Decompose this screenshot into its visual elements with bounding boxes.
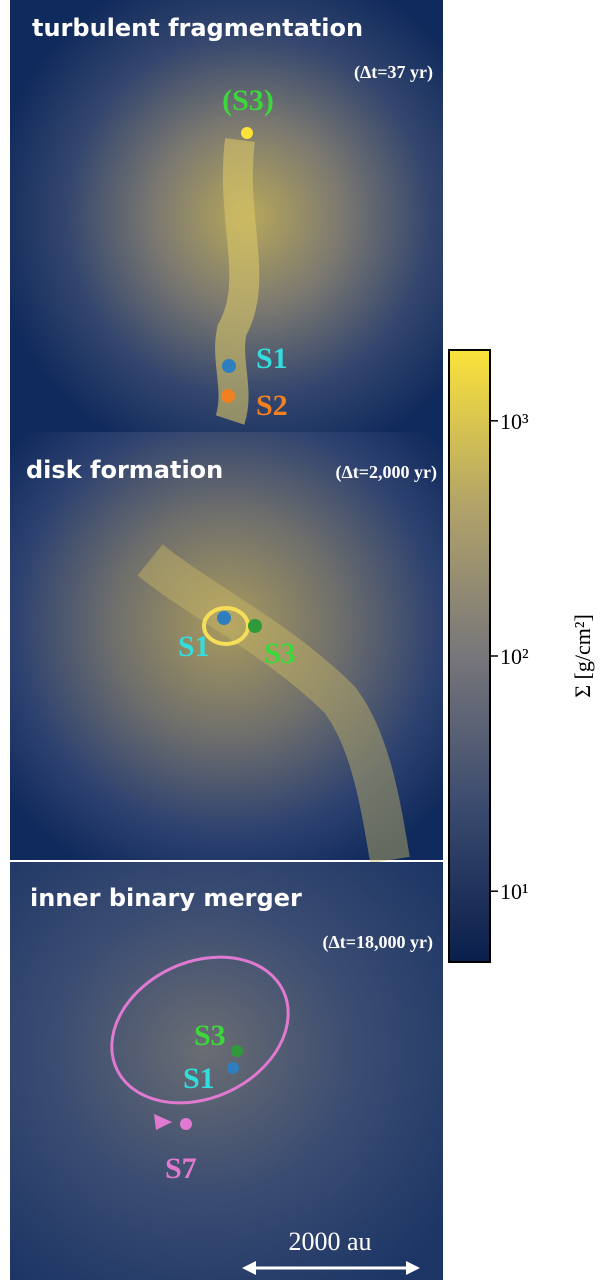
sink [248, 619, 262, 633]
time-label: (Δt=18,000 yr) [322, 932, 433, 953]
sink-label: S3 [194, 1019, 226, 1052]
panel-image [10, 432, 443, 860]
sink-label: S1 [256, 342, 288, 375]
sink [180, 1118, 192, 1130]
scale-label: 2000 au [288, 1227, 371, 1256]
scale-arrow [406, 1261, 420, 1275]
colorbar [448, 349, 491, 963]
sink-label: S7 [165, 1152, 197, 1185]
sink [231, 1045, 243, 1057]
sink-label: (S3) [222, 84, 274, 117]
sink [217, 611, 231, 625]
time-label: (Δt=37 yr) [354, 62, 433, 83]
orbit-arrow [154, 1114, 172, 1130]
sink [227, 1062, 239, 1074]
colorbar-tick-label: 10² [500, 644, 529, 669]
colorbar-tick-label: 10³ [500, 409, 529, 434]
sink-label: S2 [256, 389, 288, 422]
scale-arrow [242, 1261, 256, 1275]
colorbar-label: Σ [g/cm²] [570, 614, 595, 698]
panel-title: disk formation [26, 456, 223, 484]
panel-title: inner binary merger [30, 884, 302, 912]
sink [222, 359, 236, 373]
time-label: (Δt=2,000 yr) [335, 462, 437, 483]
sink-label: S1 [183, 1062, 215, 1095]
colorbar-tick-label: 10¹ [500, 879, 529, 904]
panel-title: turbulent fragmentation [32, 14, 363, 42]
sink [241, 127, 253, 139]
orbit [110, 955, 290, 1105]
filament [215, 138, 260, 425]
sink [221, 389, 235, 403]
colorbar-ticks: 10¹ 10² 10³ [490, 409, 529, 904]
sink-label: S3 [264, 637, 296, 670]
filament [137, 544, 410, 864]
sink-label: S1 [178, 630, 210, 663]
panel-image [10, 862, 443, 1280]
